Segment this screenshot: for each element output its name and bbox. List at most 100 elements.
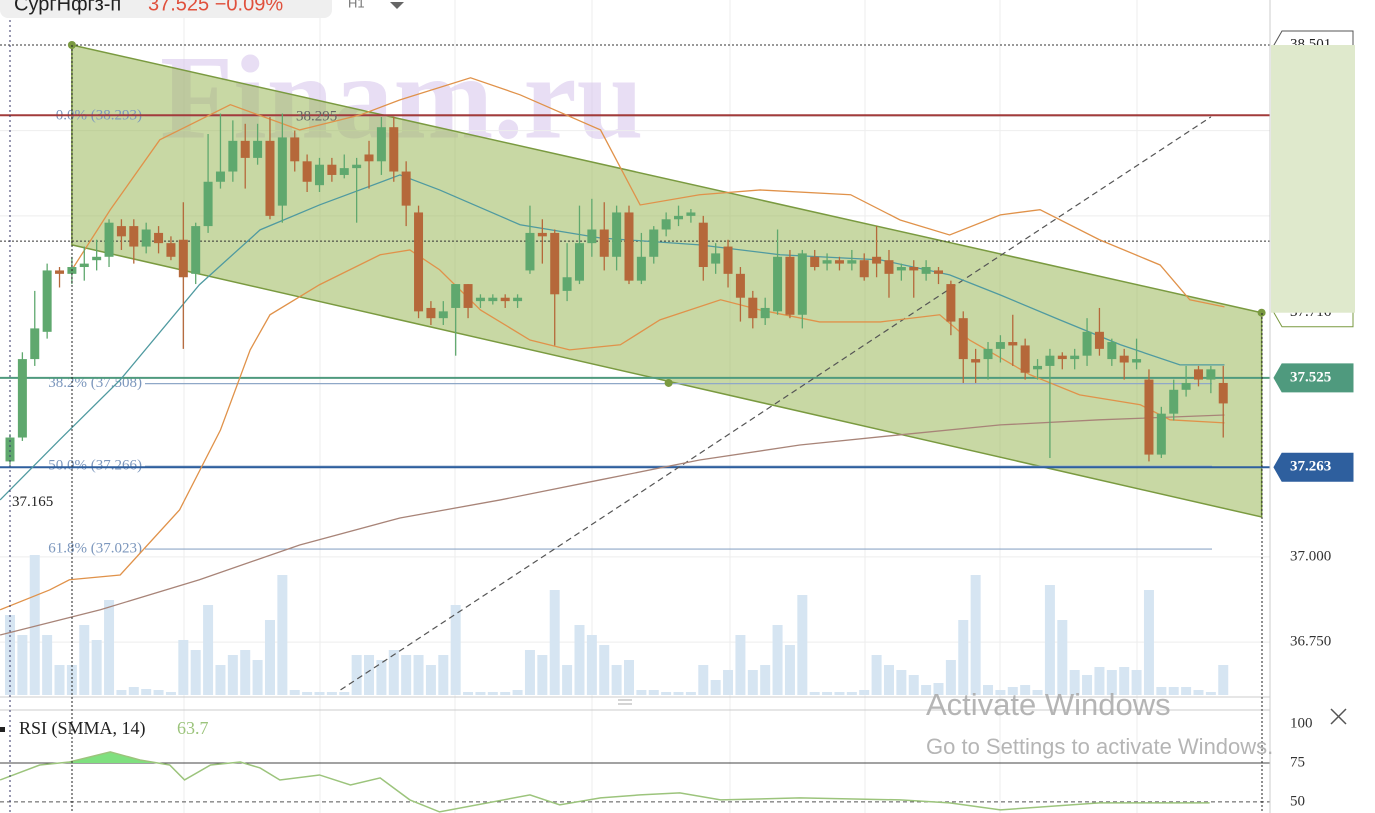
volume-bar: [1193, 690, 1204, 695]
volume-bar: [401, 655, 412, 695]
candle-body: [896, 267, 906, 271]
volume-bar: [289, 690, 300, 695]
axis-channel-shade: [1271, 45, 1355, 313]
candle-body: [513, 297, 523, 302]
candle-body: [760, 307, 770, 319]
quote: 37.525 −0.09%: [148, 0, 283, 15]
symbol[interactable]: СургНфгз-п: [14, 0, 121, 15]
volume-bar: [673, 692, 684, 695]
volume-bar: [921, 685, 932, 695]
indicator-line: [71, 77, 1225, 308]
candle-body: [983, 348, 993, 360]
volume-bar: [945, 660, 956, 695]
interval-caret[interactable]: [390, 2, 404, 9]
volume-bar: [710, 680, 721, 695]
volume-bar: [1106, 670, 1117, 695]
volume-bar: [698, 665, 709, 695]
volume-bar: [512, 690, 523, 695]
volume-bar: [1218, 665, 1229, 695]
volume-bar: [54, 665, 65, 695]
volume-bar: [1156, 687, 1167, 695]
candle-body: [426, 307, 436, 319]
volume-bar: [723, 670, 734, 695]
y-tick-label: 100: [1290, 715, 1313, 731]
candle-body: [847, 260, 857, 264]
os-notice-title: Activate Windows: [926, 687, 1171, 722]
volume-bar: [1205, 692, 1216, 695]
volume-bar: [141, 689, 152, 695]
candle-body: [1144, 379, 1154, 455]
price-tag-label: 37.263: [1290, 459, 1331, 475]
volume-bar: [339, 692, 350, 695]
candle-body: [1119, 355, 1129, 363]
candle-body: [203, 181, 213, 227]
rsi-line: [0, 751, 1210, 813]
volume-bar: [79, 625, 90, 695]
candle-body: [42, 270, 52, 332]
volume-bar: [17, 635, 28, 695]
volume-bar: [165, 692, 176, 695]
candle-body: [810, 256, 820, 268]
candle-body: [488, 297, 498, 302]
candle-body: [302, 161, 312, 182]
candle-body: [859, 260, 869, 278]
candle-body: [1020, 345, 1030, 373]
volume-bar: [524, 650, 535, 695]
volume-bar: [586, 635, 597, 695]
y-tick-label: 37.000: [1290, 548, 1331, 564]
candle-body: [834, 260, 844, 264]
volume-bar: [128, 687, 139, 695]
candle-body: [240, 140, 250, 158]
volume-bar: [772, 625, 783, 695]
candle-body: [265, 140, 275, 216]
candle-body: [674, 215, 684, 220]
rsi-value: 63.7: [177, 718, 209, 738]
candle-body: [376, 127, 386, 162]
candle-body: [1008, 342, 1018, 346]
candle-body: [352, 164, 362, 169]
close-button[interactable]: [1330, 708, 1347, 725]
volume-bar: [104, 600, 115, 695]
candle-body: [537, 232, 547, 237]
volume-bar: [537, 655, 548, 695]
candle-body: [463, 284, 473, 308]
volume-bar: [376, 660, 387, 695]
header-box: [0, 0, 332, 18]
panel-handle[interactable]: [0, 727, 5, 732]
candle-body: [500, 297, 510, 302]
candle-body: [253, 140, 263, 158]
volume-bar: [661, 692, 672, 695]
candle-body: [636, 256, 646, 281]
rsi-title: RSI (SMMA, 14): [19, 718, 146, 739]
volume-bar: [203, 605, 214, 695]
candle-body: [129, 226, 139, 247]
volume-bar: [562, 665, 573, 695]
candle-body: [612, 212, 622, 257]
candle-body: [55, 270, 65, 274]
fib-label: 61.8% (37.023): [48, 540, 142, 556]
candle-body: [277, 137, 287, 206]
volume-bar: [252, 660, 263, 695]
candle-body: [1193, 369, 1203, 380]
candle-body: [475, 297, 485, 302]
volume-bar: [302, 692, 313, 695]
candle-body: [562, 277, 572, 291]
volume-bar: [153, 690, 164, 695]
volume-bar: [29, 555, 40, 695]
candle-body: [92, 256, 102, 261]
fib-label: 50.0% (37.266): [48, 458, 142, 474]
volume-bar: [66, 665, 77, 695]
candle-body: [389, 127, 399, 172]
volume-bar: [834, 692, 845, 695]
candle-body: [971, 359, 981, 363]
fib-label: 38.2% (37.508): [48, 375, 142, 391]
candle-body: [525, 232, 535, 271]
volume-bar: [190, 650, 201, 695]
volume-bar: [450, 605, 461, 695]
interval[interactable]: H1: [348, 0, 365, 10]
candle-body: [711, 253, 721, 264]
candle-body: [1218, 382, 1228, 404]
volume-bar: [1032, 690, 1043, 695]
volume-bar: [636, 690, 647, 695]
volume-bar: [364, 655, 375, 695]
